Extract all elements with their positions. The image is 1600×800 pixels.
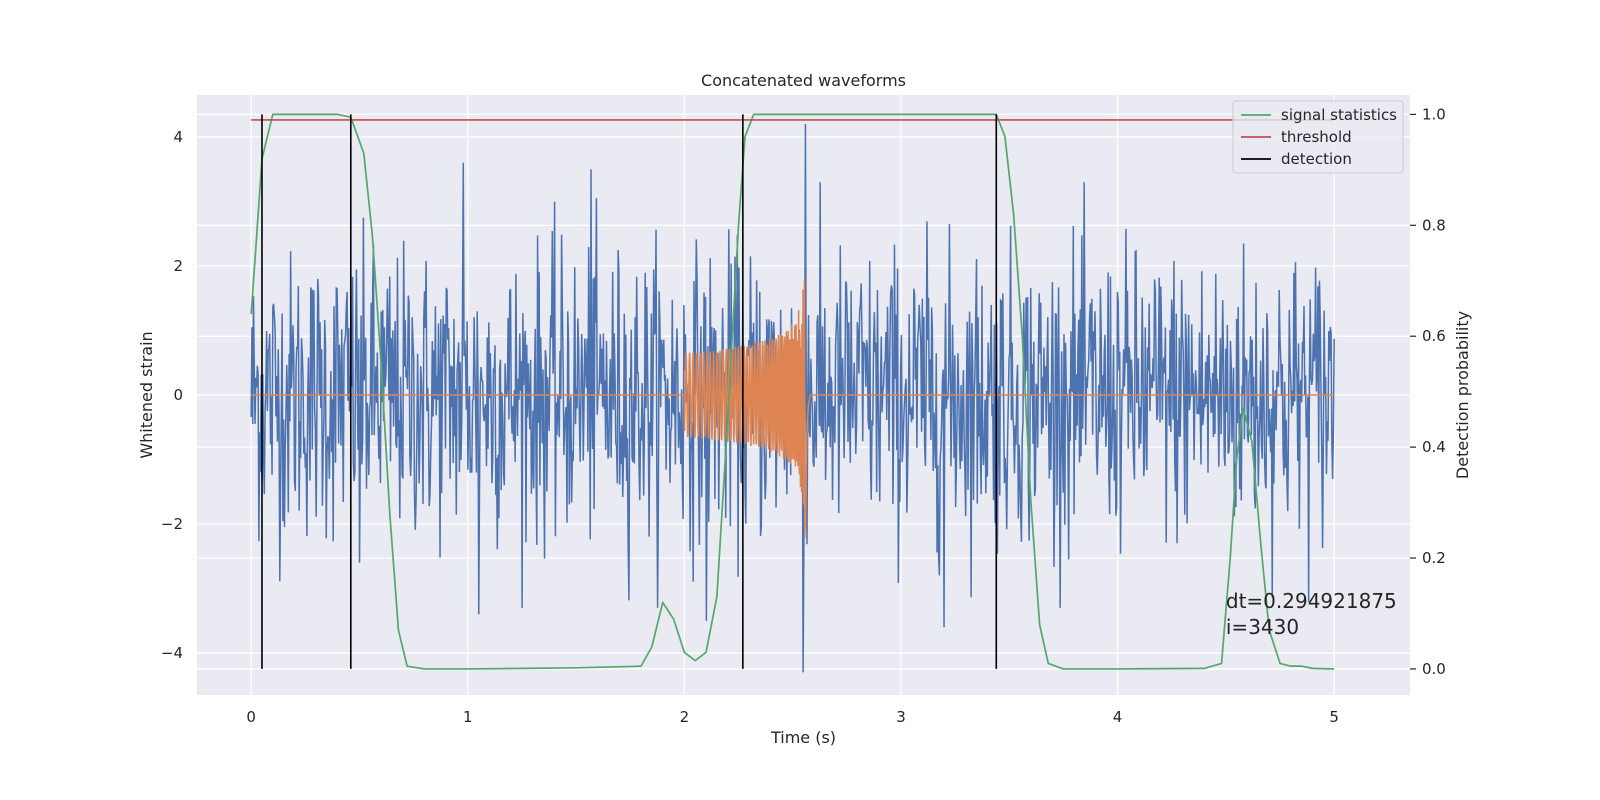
y-axis-label: Whitened strain: [137, 331, 156, 458]
y-tick-label: 4: [173, 128, 183, 146]
x-tick-label: 0: [246, 708, 256, 726]
y2-tick-label: 0.0: [1422, 660, 1446, 678]
legend-label: signal statistics: [1281, 106, 1397, 124]
legend-label: detection: [1281, 150, 1352, 168]
series-injection-line: [251, 278, 1335, 538]
y2-tick-label: 1.0: [1422, 105, 1446, 123]
x-tick-label: 2: [680, 708, 690, 726]
x-axis-label: Time (s): [770, 728, 836, 747]
x-tick-label: 3: [896, 708, 906, 726]
x-tick-label: 1: [463, 708, 473, 726]
y2-tick-label: 0.2: [1422, 549, 1446, 567]
y-axis-ticks: −4 −2 0 2 4: [161, 128, 183, 662]
series-layer: [250, 113, 1335, 673]
legend-box: [1232, 100, 1404, 174]
x-axis-ticks: 0 1 2 3 4 5: [246, 708, 1339, 726]
x-tick-label: 4: [1113, 708, 1123, 726]
y2-tick-label: 0.6: [1422, 327, 1446, 345]
y2-tick-label: 0.8: [1422, 216, 1446, 234]
x-tick-label: 5: [1329, 708, 1339, 726]
y2-tick-label: 0.4: [1422, 438, 1446, 456]
annotation: dt=0.294921875 i=3430: [1226, 589, 1397, 639]
annotation-line: dt=0.294921875: [1226, 589, 1397, 613]
chart-title: Concatenated waveforms: [701, 71, 906, 90]
legend-label: threshold: [1281, 128, 1352, 146]
annotation-line: i=3430: [1226, 615, 1299, 639]
y-tick-label: −4: [161, 644, 183, 662]
y2-axis-ticks: 0.0 0.2 0.4 0.6 0.8 1.0: [1410, 105, 1446, 678]
y-tick-label: −2: [161, 515, 183, 533]
legend: signal statistics threshold detection: [1232, 100, 1404, 174]
y2-axis-label: Detection probability: [1453, 311, 1472, 479]
signal-statistics-line: [250, 113, 1335, 670]
y-tick-label: 0: [173, 386, 183, 404]
y-tick-label: 2: [173, 257, 183, 275]
